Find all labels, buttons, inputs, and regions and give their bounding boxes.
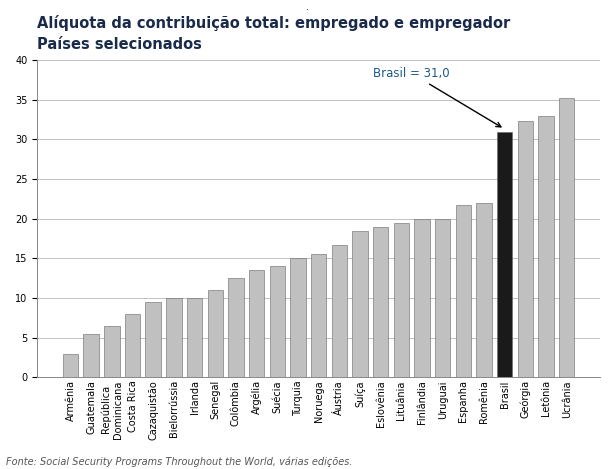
Bar xyxy=(207,290,223,378)
Bar xyxy=(518,121,533,378)
Bar xyxy=(456,205,471,378)
Bar xyxy=(84,334,99,378)
Bar xyxy=(415,219,430,378)
Bar xyxy=(63,354,78,378)
Bar xyxy=(352,231,368,378)
Bar xyxy=(104,326,120,378)
Bar xyxy=(269,266,285,378)
Text: Brasil = 31,0: Brasil = 31,0 xyxy=(373,67,501,127)
Bar xyxy=(394,223,409,378)
Bar xyxy=(559,98,574,378)
Bar xyxy=(228,278,244,378)
Bar xyxy=(187,298,202,378)
Bar xyxy=(373,227,389,378)
Text: Fonte: Social Security Programs Throughout the World, várias edições.: Fonte: Social Security Programs Througho… xyxy=(6,456,352,467)
Bar xyxy=(166,298,181,378)
Bar xyxy=(435,219,450,378)
Bar xyxy=(249,270,264,378)
Text: Alíquota da contribuição total: empregado e empregador
Países selecionados: Alíquota da contribuição total: empregad… xyxy=(38,15,510,52)
Bar xyxy=(311,255,327,378)
Bar xyxy=(538,116,554,378)
Text: .: . xyxy=(306,2,309,12)
Bar xyxy=(146,302,161,378)
Bar xyxy=(476,203,492,378)
Bar xyxy=(125,314,140,378)
Bar xyxy=(331,245,347,378)
Bar xyxy=(497,131,512,378)
Bar xyxy=(290,258,306,378)
